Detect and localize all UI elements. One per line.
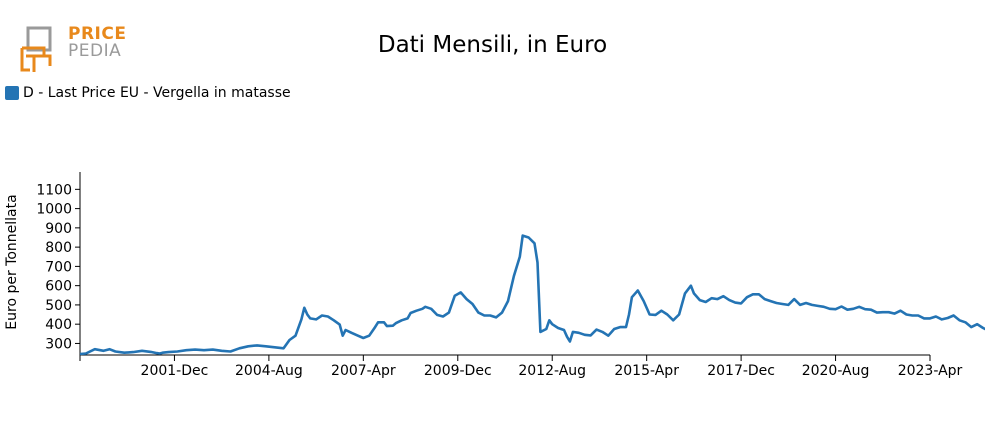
y-tick-label: 1000 — [36, 202, 72, 218]
x-tick-label: 2004-Aug — [235, 363, 303, 379]
y-tick-label: 700 — [45, 259, 72, 275]
y-tick-label: 300 — [45, 336, 72, 352]
y-tick-label: 900 — [45, 221, 72, 237]
logo-text-pedia: PEDIA — [68, 41, 122, 61]
x-tick-label: 2017-Dec — [707, 363, 775, 379]
series-group — [79, 234, 985, 356]
y-tick-label: 800 — [45, 240, 72, 256]
chart-title: Dati Mensili, in Euro — [377, 32, 608, 58]
y-tick-label: 400 — [45, 317, 72, 333]
x-tick-label: 2007-Apr — [331, 363, 396, 379]
series-line — [79, 234, 985, 356]
legend-label: D - Last Price EU - Vergella in matasse — [23, 85, 291, 101]
x-tick-label: 2012-Aug — [518, 363, 586, 379]
y-axis-title: Euro per Tonnellata — [4, 194, 20, 329]
chart-legend[interactable]: D - Last Price EU - Vergella in matasse — [5, 85, 291, 101]
logo-text-price: PRICE — [68, 24, 127, 44]
x-tick-label: 2009-Dec — [424, 363, 492, 379]
y-tick-label: 500 — [45, 298, 72, 314]
x-tick-label: 2001-Dec — [141, 363, 209, 379]
pricepedia-logo: PRICE PEDIA — [20, 24, 127, 74]
logo-mark-icon — [20, 26, 52, 72]
x-tick-label: 2020-Aug — [802, 363, 870, 379]
y-tick-label: 1100 — [36, 182, 72, 198]
x-tick-label: 2023-Apr — [898, 363, 963, 379]
chart-axes: 300 400 500 600 700 800 900 1000 1100 2001-Dec 200… — [36, 172, 963, 379]
y-tick-label: 600 — [45, 279, 72, 295]
x-tick-label: 2015-Apr — [614, 363, 679, 379]
legend-swatch — [5, 86, 19, 100]
